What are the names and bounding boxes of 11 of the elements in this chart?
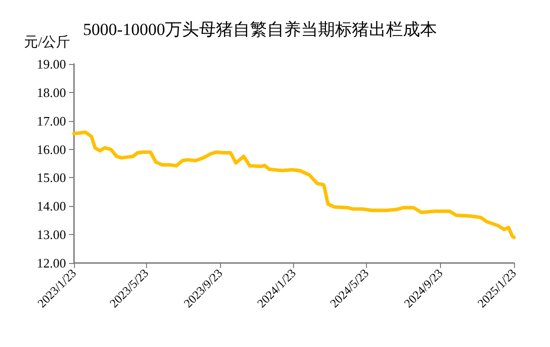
y-tick-label: 15.00 [36,170,66,186]
line-series [72,130,516,240]
y-tick-label: 19.00 [36,56,66,72]
y-axis-title: 元/公斤 [24,34,70,50]
y-tick-label: 16.00 [36,142,66,157]
y-tick-label: 12.00 [36,256,66,270]
y-tick-label: 13.00 [36,227,66,242]
y-tick-label: 17.00 [36,113,66,128]
y-tick-label: 18.00 [36,84,66,100]
y-tick-label: 14.00 [36,198,66,214]
chart-title: 5000-10000万头母猪自繁自养当期标猪出栏成本 [83,20,438,39]
